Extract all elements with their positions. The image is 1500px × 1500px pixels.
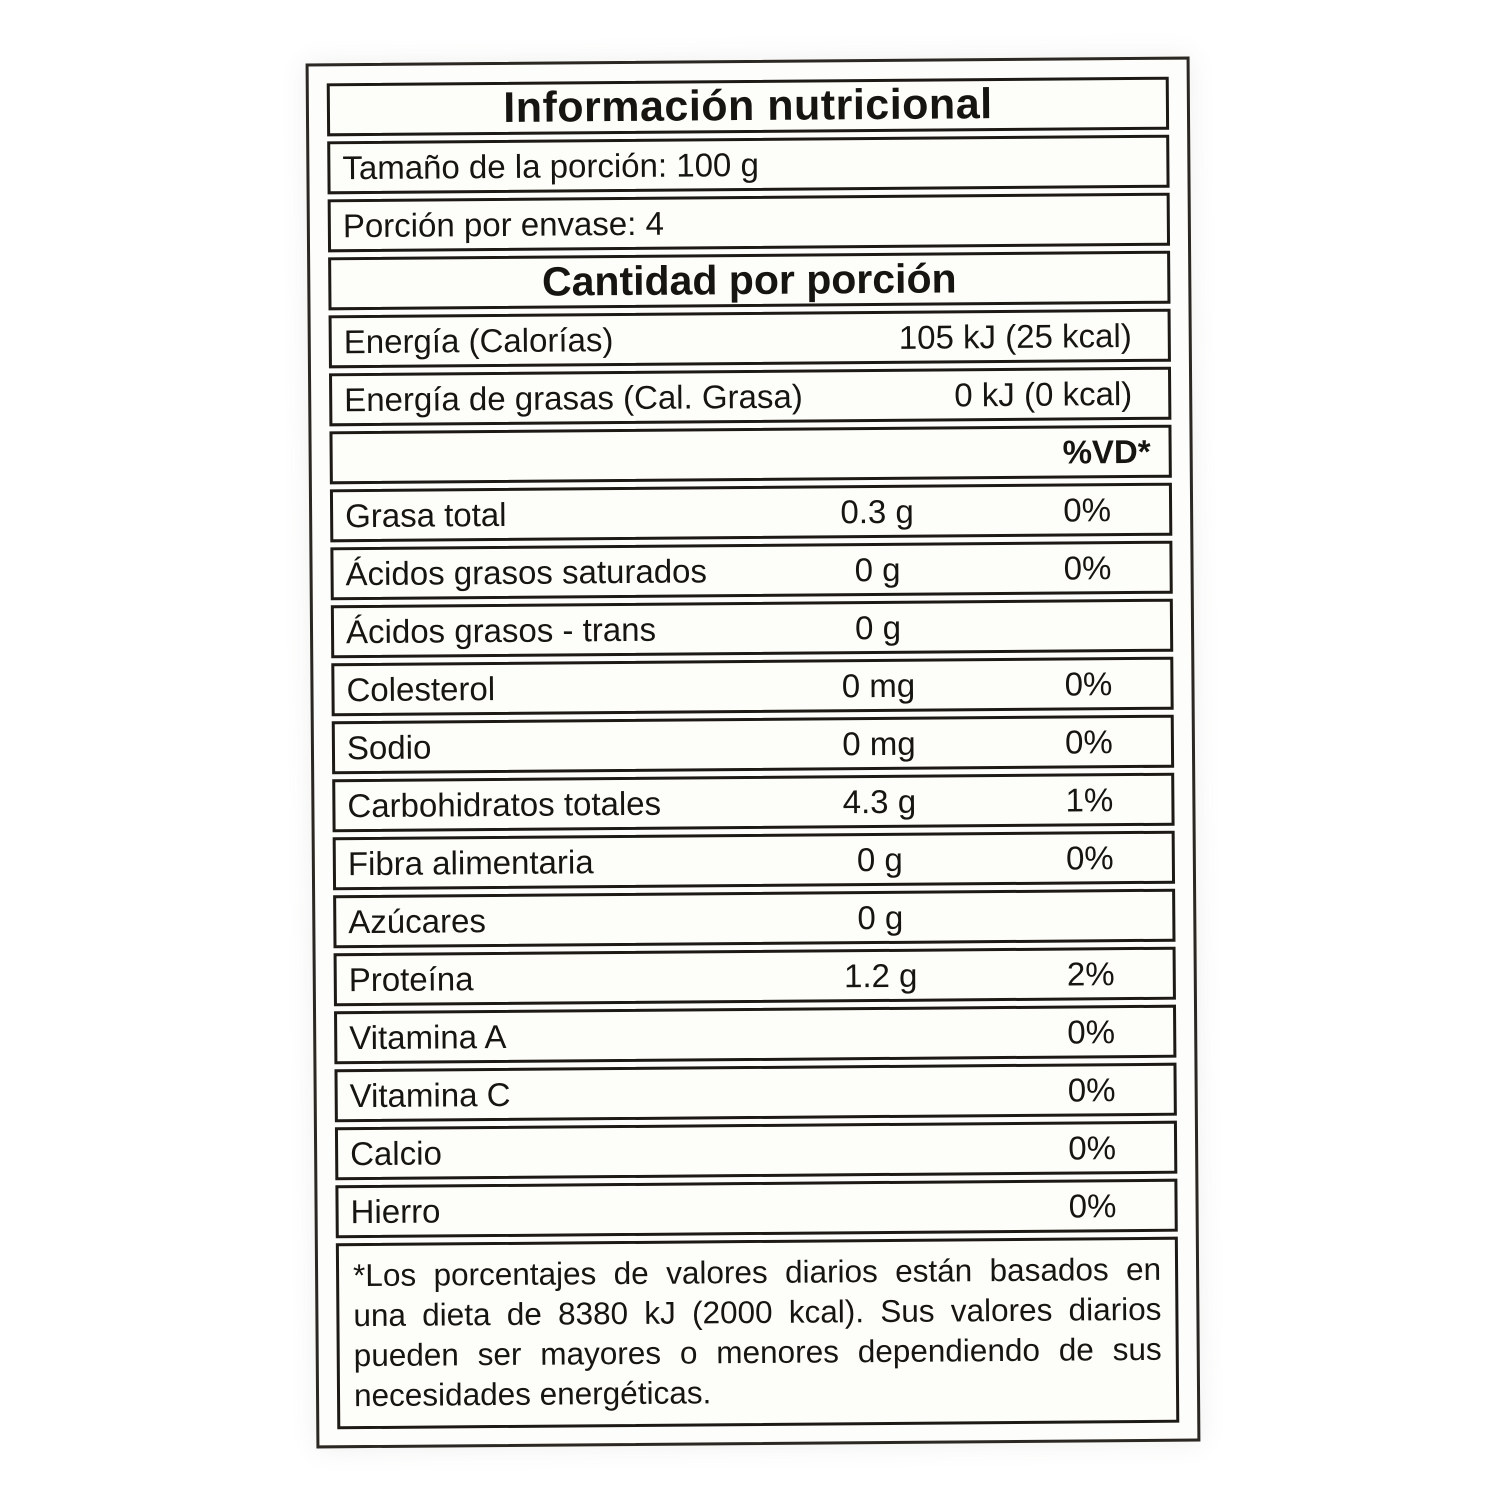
energy-value: 0 kJ (0 kcal) — [954, 374, 1133, 413]
nutrient-daily-value: 0% — [1063, 490, 1112, 529]
label-title-row: Información nutricional — [326, 76, 1170, 137]
servings-per-container-text: Porción por envase: 4 — [342, 204, 665, 244]
nutrient-row: Hierro 0% — [335, 1178, 1178, 1239]
nutrient-label: Sodio — [346, 728, 432, 766]
energy-row: Energía (Calorías) 105 kJ (25 kcal) — [328, 308, 1171, 369]
nutrient-row: Ácidos grasos - trans 0 g — [330, 598, 1174, 659]
servings-per-container-row: Porción por envase: 4 — [327, 192, 1171, 253]
amount-per-serving-row: Cantidad por porción — [328, 250, 1171, 311]
nutrient-row: Colesterol 0 mg 0% — [331, 656, 1174, 717]
nutrient-daily-value: 2% — [1066, 954, 1115, 993]
nutrition-label: Información nutricional Tamaño de la por… — [305, 56, 1201, 1449]
nutrient-amount: 0 g — [857, 898, 904, 936]
nutrient-amount — [741, 1032, 1021, 1034]
nutrient-daily-value: 0% — [1067, 1012, 1116, 1051]
nutrient-amount — [742, 1148, 1022, 1150]
daily-value-header-text: %VD* — [1062, 432, 1151, 471]
serving-size-row: Tamaño de la porción: 100 g — [327, 134, 1170, 195]
energy-label: Energía de grasas (Cal. Grasa) — [344, 377, 803, 418]
nutrient-label: Calcio — [349, 1133, 442, 1172]
nutrient-row: Grasa total 0.3 g 0% — [329, 482, 1173, 543]
nutrient-daily-value — [1020, 915, 1160, 916]
nutrient-row: Fibra alimentaria 0 g 0% — [332, 830, 1176, 891]
footnote: *Los porcentajes de valores diarios está… — [335, 1236, 1180, 1430]
nutrient-row: Ácidos grasos saturados 0 g 0% — [330, 540, 1173, 601]
nutrient-row: Azúcares 0 g — [333, 888, 1176, 949]
amount-per-serving-text: Cantidad por porción — [541, 255, 957, 305]
nutrient-row: Vitamina C 0% — [334, 1062, 1177, 1123]
nutrient-label: Carbohidratos totales — [347, 784, 662, 824]
nutrient-daily-value: 0% — [1067, 1070, 1116, 1109]
nutrient-amount — [742, 1090, 1022, 1092]
nutrient-row: Carbohidratos totales 4.3 g 1% — [332, 772, 1175, 833]
nutrient-daily-value: 1% — [1065, 780, 1114, 819]
nutrient-amount: 4.3 g — [842, 782, 917, 820]
nutrient-daily-value: 0% — [1063, 548, 1112, 587]
nutrient-label: Ácidos grasos saturados — [345, 551, 708, 592]
energy-label: Energía (Calorías) — [343, 320, 614, 360]
nutrient-row: Calcio 0% — [334, 1120, 1178, 1181]
nutrient-label: Proteína — [348, 959, 474, 998]
nutrient-amount: 0.3 g — [840, 492, 914, 530]
nutrition-table: Información nutricional Tamaño de la por… — [326, 76, 1180, 1430]
nutrient-row: Proteína 1.2 g 2% — [333, 946, 1176, 1007]
nutrient-amount: 0 g — [854, 550, 901, 588]
nutrient-label: Hierro — [350, 1191, 441, 1230]
nutrient-amount: 1.2 g — [843, 956, 918, 994]
daily-value-header-row: %VD* — [329, 424, 1172, 485]
nutrient-daily-value: 0% — [1064, 722, 1113, 761]
nutrient-daily-value: 0% — [1068, 1128, 1117, 1167]
energy-value: 105 kJ (25 kcal) — [898, 316, 1132, 356]
nutrient-amount: 0 mg — [842, 724, 916, 762]
nutrient-amount: 0 g — [854, 608, 902, 646]
nutrient-row: Vitamina A 0% — [334, 1004, 1177, 1065]
label-title: Información nutricional — [503, 80, 993, 132]
nutrient-daily-value: 0% — [1064, 664, 1113, 703]
serving-size-text: Tamaño de la porción: 100 g — [342, 145, 759, 186]
nutrient-label: Ácidos grasos - trans — [345, 610, 657, 650]
nutrient-daily-value: 0% — [1068, 1186, 1117, 1225]
nutrient-amount — [743, 1206, 1023, 1208]
nutrient-label: Vitamina A — [349, 1017, 507, 1056]
nutrient-label: Fibra alimentaria — [347, 842, 594, 882]
nutrient-label: Azúcares — [348, 901, 487, 940]
nutrient-label: Colesterol — [346, 669, 496, 708]
nutrient-amount: 0 mg — [841, 666, 916, 704]
nutrient-amount: 0 g — [856, 840, 903, 878]
nutrient-daily-value: 0% — [1065, 838, 1114, 877]
nutrient-label: Vitamina C — [349, 1075, 511, 1114]
energy-row: Energía de grasas (Cal. Grasa) 0 kJ (0 k… — [329, 366, 1172, 427]
nutrient-label: Grasa total — [344, 495, 507, 534]
nutrient-daily-value — [1018, 625, 1158, 626]
nutrient-row: Sodio 0 mg 0% — [331, 714, 1175, 775]
